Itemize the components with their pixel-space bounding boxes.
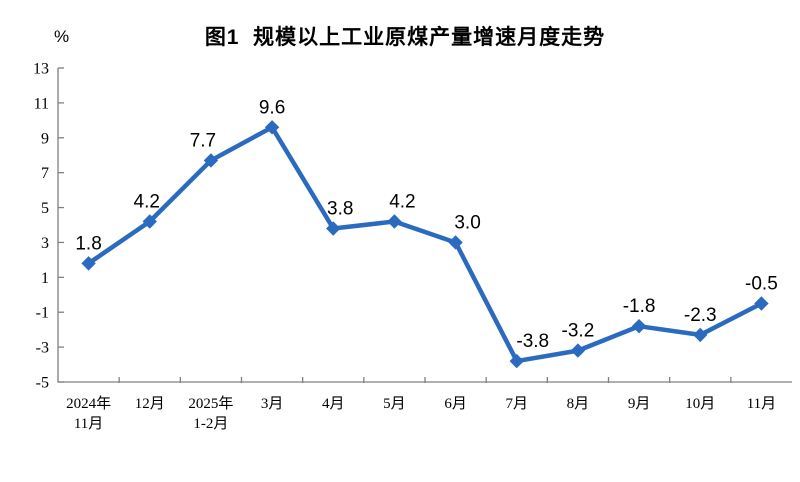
data-point-label: -0.5 [745, 274, 778, 295]
y-axis-tick-label: 1 [41, 270, 49, 287]
data-point-label: 4.2 [134, 192, 160, 213]
data-point-marker [754, 296, 769, 311]
x-axis-label: 3月 [261, 396, 284, 412]
data-point-label: 3.0 [454, 212, 480, 233]
data-point-label: -3.2 [562, 321, 595, 342]
data-point-marker [570, 343, 586, 358]
x-axis-label: 4月 [322, 396, 345, 412]
y-axis-tick-label: 5 [41, 200, 49, 217]
chart-title: 图1 规模以上工业原煤产量增速月度走势 [204, 26, 606, 49]
axis-lines [57, 68, 792, 383]
x-axis-label: 12月 [135, 396, 165, 412]
data-point-marker [387, 214, 402, 229]
data-point-marker [264, 120, 280, 135]
x-axis-label: 11月 [747, 396, 776, 412]
x-axis-label: 6月 [444, 396, 467, 412]
data-point-label: 4.2 [389, 192, 415, 213]
data-point-marker [142, 214, 157, 229]
trend-line [86, 125, 764, 364]
x-axis-label: 8月 [567, 396, 590, 412]
data-point-marker [693, 327, 708, 343]
data-point-marker [203, 153, 219, 168]
y-axis-tick-label: -3 [36, 340, 49, 357]
x-axis-label: 10月 [685, 396, 715, 412]
data-point-marker [448, 235, 463, 250]
data-point-label: -2.3 [684, 305, 717, 326]
y-axis-unit-label: % [54, 27, 70, 46]
y-axis-tick-label: 9 [41, 130, 49, 147]
data-point-label: -1.8 [623, 296, 656, 317]
x-axis-label: 2025年 1-2月 [188, 395, 233, 432]
data-point-marker [81, 256, 96, 271]
y-axis-tick-label: 3 [41, 235, 49, 252]
y-axis-tick-label: -1 [36, 305, 49, 322]
data-point-label: 9.6 [259, 97, 285, 118]
data-point-marker [509, 353, 524, 369]
y-axis-tick-label: 7 [41, 165, 49, 182]
x-axis-label: 9月 [628, 396, 651, 412]
data-point-marker [326, 221, 341, 236]
y-axis-tick-label: 11 [34, 95, 49, 112]
data-point-marker [631, 318, 647, 334]
x-axis-label: 7月 [505, 396, 528, 412]
y-axis-tick-label: 13 [33, 61, 49, 78]
data-point-label: 1.8 [75, 233, 101, 254]
data-point-label: 3.8 [327, 198, 353, 219]
y-axis-tick-label: -5 [36, 375, 49, 392]
data-point-label: 7.7 [190, 130, 216, 151]
x-axis-label: 5月 [383, 396, 406, 412]
x-axis-label: 2024年 11月 [66, 395, 111, 432]
data-point-label: -3.8 [516, 331, 549, 352]
